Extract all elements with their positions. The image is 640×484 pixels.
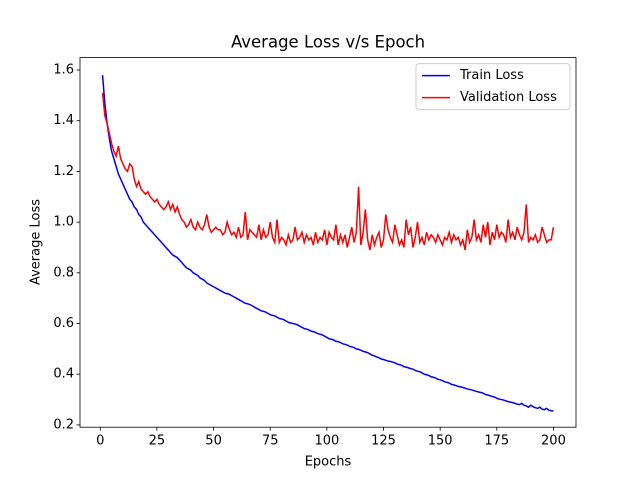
y-tick-label: 0.4 — [53, 367, 74, 382]
x-tick-label: 175 — [484, 434, 509, 449]
x-axis-label: Epochs — [305, 455, 352, 470]
x-tick-label: 75 — [262, 434, 279, 449]
series-line — [101, 92, 555, 251]
y-tick-label: 1.2 — [53, 164, 74, 179]
chart-title: Average Loss v/s Epoch — [231, 33, 425, 52]
y-tick-label: 0.6 — [53, 316, 74, 331]
y-axis-label: Average Loss — [29, 199, 44, 285]
x-tick-label: 25 — [149, 434, 166, 449]
x-tick-label: 0 — [96, 434, 104, 449]
y-tick-label: 0.2 — [53, 417, 74, 432]
x-tick-label: 150 — [428, 434, 453, 449]
legend-label: Train Loss — [459, 68, 524, 83]
legend-box — [415, 63, 571, 111]
x-tick-label: 125 — [371, 434, 396, 449]
series-line — [101, 75, 554, 412]
y-tick-label: 1.0 — [53, 215, 74, 230]
y-tick-label: 1.4 — [53, 113, 74, 128]
plot-frame — [79, 57, 577, 428]
x-tick-label: 50 — [205, 434, 222, 449]
x-tick-label: 200 — [541, 434, 566, 449]
x-tick-label: 100 — [314, 434, 339, 449]
legend-label: Validation Loss — [460, 90, 557, 105]
y-tick-label: 0.8 — [53, 265, 74, 280]
y-tick-label: 1.6 — [53, 63, 74, 78]
